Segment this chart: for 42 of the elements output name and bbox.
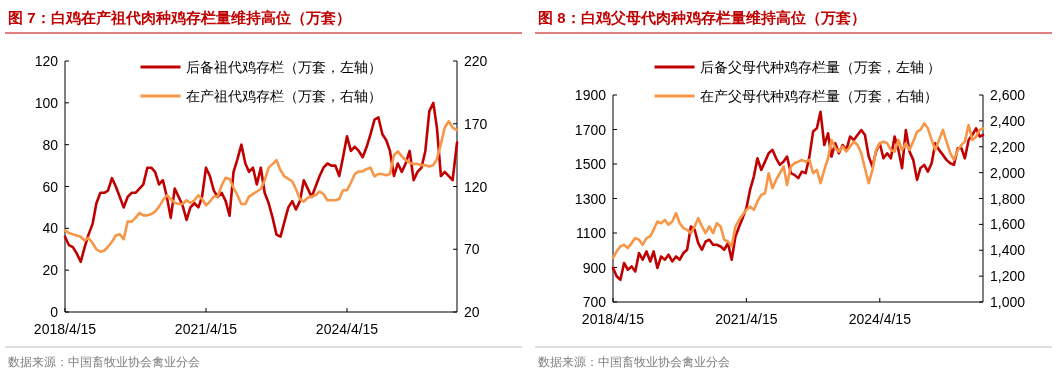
y2-tick-label: 220 xyxy=(464,53,488,69)
x-tick-label: 2024/4/15 xyxy=(848,311,912,327)
y-tick-label: 1100 xyxy=(575,225,607,241)
legend-label: 在产祖代鸡存栏（万套，右轴） xyxy=(185,88,382,104)
y2-tick-label: 170 xyxy=(464,115,488,132)
x-tick-label: 2021/4/15 xyxy=(174,321,238,337)
y2-tick-label: 20 xyxy=(464,304,480,320)
y-tick-label: 1300 xyxy=(574,190,607,207)
y2-tick-label: 1,400 xyxy=(990,242,1026,259)
y-tick-label: 0 xyxy=(50,304,59,320)
y2-tick-label: 2,000 xyxy=(990,164,1026,181)
y-tick-label: 80 xyxy=(42,136,59,153)
y2-tick-label: 120 xyxy=(464,178,488,195)
x-tick-label: 2018/4/15 xyxy=(33,321,97,337)
y2-tick-label: 1,600 xyxy=(990,216,1026,233)
y-tick-label: 60 xyxy=(42,178,59,195)
y-tick-label: 1500 xyxy=(574,156,607,172)
source-note: 数据来源：中国畜牧业协会禽业分会 xyxy=(8,355,200,369)
x-tick-label: 2021/4/15 xyxy=(715,311,778,327)
y-tick-label: 40 xyxy=(42,220,59,237)
y2-tick-label: 1,200 xyxy=(990,268,1026,285)
y-tick-label: 1900 xyxy=(574,87,607,103)
legend-label: 后备父母代种鸡存栏量（万套，左轴 ） xyxy=(699,59,942,75)
y-tick-label: 900 xyxy=(582,259,607,276)
y-tick-label: 700 xyxy=(582,294,607,310)
y2-tick-label: 70 xyxy=(464,241,480,258)
chart-title: 图 7：白鸡在产祖代肉种鸡存栏量维持高位（万套） xyxy=(8,9,351,26)
legend-label: 在产父母代种鸡存栏量（万套，右轴） xyxy=(699,88,938,104)
y2-tick-label: 1,800 xyxy=(990,190,1026,207)
y2-tick-label: 1,000 xyxy=(990,294,1026,310)
y-tick-label: 20 xyxy=(42,262,59,279)
legend-label: 后备祖代鸡存栏（万套，左轴） xyxy=(185,59,382,75)
y-tick-label: 120 xyxy=(34,53,59,69)
y2-tick-label: 2,200 xyxy=(990,138,1026,155)
y2-tick-label: 2,400 xyxy=(990,112,1026,129)
x-tick-label: 2024/4/15 xyxy=(315,321,379,337)
y-tick-label: 1700 xyxy=(574,121,607,138)
y-tick-label: 100 xyxy=(34,94,59,111)
x-tick-label: 2018/4/15 xyxy=(581,311,645,327)
y2-tick-label: 2,600 xyxy=(990,87,1026,103)
source-note: 数据来源：中国畜牧业协会禽业分会 xyxy=(538,355,730,369)
chart-title: 图 8：白鸡父母代肉种鸡存栏量维持高位（万套） xyxy=(538,9,866,26)
